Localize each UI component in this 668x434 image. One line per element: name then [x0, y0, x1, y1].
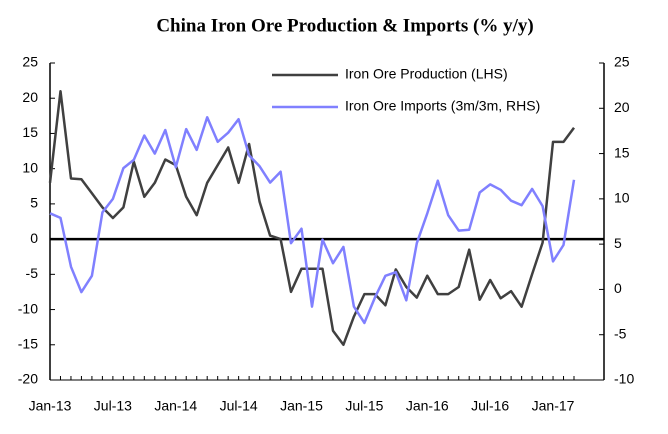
y-tick-label: -15 [18, 335, 38, 351]
y-tick-label: 20 [22, 89, 38, 105]
x-tick-label: Jan-15 [280, 398, 323, 414]
legend-label: Iron Ore Production (LHS) [345, 66, 508, 82]
series-line [48, 89, 576, 347]
y2-tick-label: 5 [614, 235, 622, 251]
x-tick-label: Jan-17 [532, 398, 575, 414]
y-tick-label: -10 [18, 300, 38, 316]
y2-tick-label: 20 [614, 99, 630, 115]
y2-tick-label: 15 [614, 144, 630, 160]
y-tick-label: -20 [18, 371, 38, 387]
x-tick-label: Jul-13 [94, 398, 132, 414]
y2-tick-label: 25 [614, 54, 630, 70]
x-tick-label: Jul-14 [220, 398, 258, 414]
legend-label: Iron Ore Imports (3m/3m, RHS) [345, 98, 540, 114]
y2-tick-label: -5 [614, 325, 627, 341]
x-tick-label: Jan-13 [29, 398, 72, 414]
x-tick-label: Jul-15 [345, 398, 383, 414]
x-tick-label: Jul-16 [471, 398, 509, 414]
y-tick-label: 25 [22, 54, 38, 70]
y-tick-label: -5 [26, 265, 39, 281]
y-tick-label: 0 [30, 230, 38, 246]
y2-tick-label: 0 [614, 280, 622, 296]
y-tick-label: 5 [30, 195, 38, 211]
chart-title: China Iron Ore Production & Imports (% y… [156, 15, 533, 36]
x-tick-label: Jan-16 [406, 398, 449, 414]
y2-tick-label: -10 [614, 371, 634, 387]
x-tick-label: Jan-14 [154, 398, 197, 414]
series-line [49, 116, 576, 325]
y-tick-label: 15 [22, 124, 38, 140]
y2-tick-label: 10 [614, 190, 630, 206]
y-tick-label: 10 [22, 159, 38, 175]
